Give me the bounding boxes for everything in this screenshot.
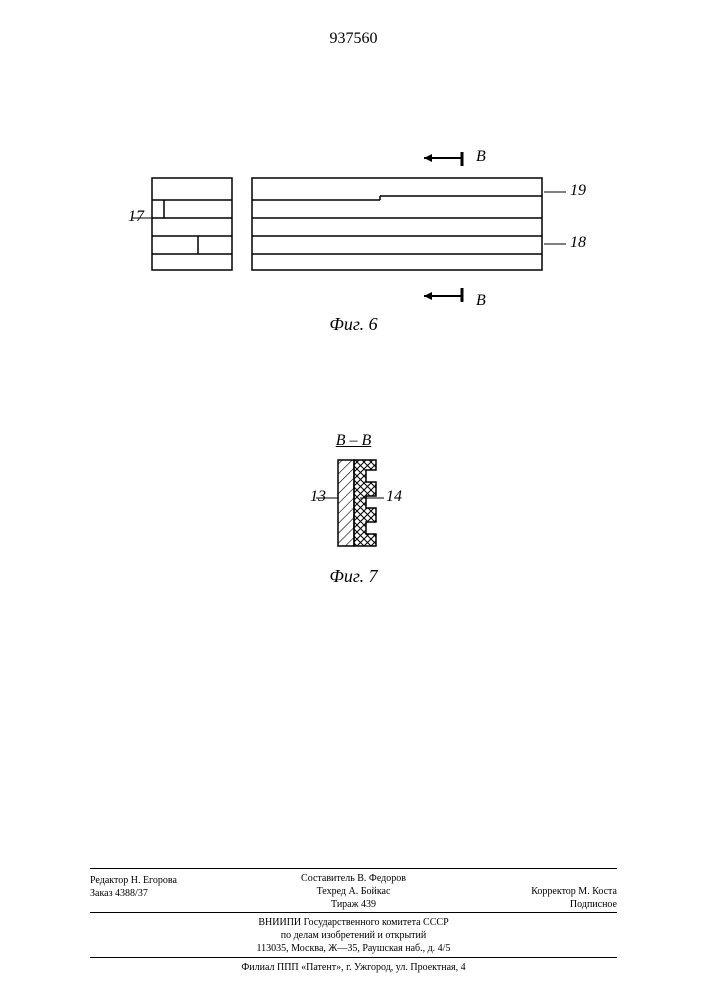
colophon-filial: Филиал ППП «Патент», г. Ужгород, ул. Про… xyxy=(0,961,707,975)
colophon-podpisnoe: Подписное xyxy=(570,898,617,912)
fig7-caption: Фиг. 7 xyxy=(0,566,707,587)
ref-13-label: 13 xyxy=(310,488,326,506)
figure-7 xyxy=(0,0,707,600)
colophon-rule-2 xyxy=(90,912,617,913)
colophon-vniipi-2: по делам изобретений и открытий xyxy=(0,929,707,943)
ref-14-label: 14 xyxy=(386,488,402,506)
colophon-rule-3 xyxy=(90,957,617,958)
colophon-compiler: Составитель В. Федоров xyxy=(0,872,707,886)
colophon-address: 113035, Москва, Ж—35, Раушская наб., д. … xyxy=(0,942,707,956)
colophon-vniipi-1: ВНИИПИ Государственного комитета СССР xyxy=(0,916,707,930)
colophon-rule-1 xyxy=(90,868,617,869)
colophon-corrector: Корректор М. Коста xyxy=(531,885,617,899)
